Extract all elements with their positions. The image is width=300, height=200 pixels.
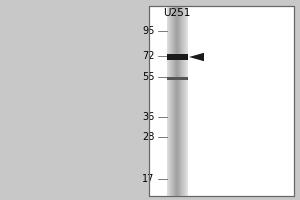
Bar	[186, 6, 187, 196]
Bar	[174, 6, 175, 196]
Bar	[183, 6, 184, 196]
Bar	[176, 6, 177, 196]
Bar	[173, 6, 174, 196]
Bar	[175, 6, 176, 196]
Bar	[167, 6, 168, 196]
Text: 17: 17	[142, 174, 154, 184]
Text: 36: 36	[142, 112, 154, 122]
Bar	[177, 6, 178, 196]
Bar	[178, 6, 179, 196]
Bar	[185, 6, 186, 196]
Bar	[169, 6, 170, 196]
Text: 55: 55	[142, 72, 155, 82]
Bar	[148, 6, 294, 196]
Text: 72: 72	[142, 51, 155, 61]
Text: 28: 28	[142, 132, 154, 142]
Bar	[168, 6, 169, 196]
Polygon shape	[189, 53, 204, 61]
Bar	[187, 6, 188, 196]
Bar	[184, 6, 185, 196]
Text: 95: 95	[142, 26, 154, 36]
Bar	[181, 6, 182, 196]
Bar	[182, 6, 183, 196]
Bar	[180, 6, 181, 196]
Bar	[170, 6, 171, 196]
Bar	[172, 6, 173, 196]
Text: U251: U251	[163, 8, 191, 18]
Bar	[148, 6, 294, 196]
Bar	[167, 54, 188, 60]
Bar	[167, 77, 188, 80]
Bar	[171, 6, 172, 196]
Bar	[179, 6, 180, 196]
